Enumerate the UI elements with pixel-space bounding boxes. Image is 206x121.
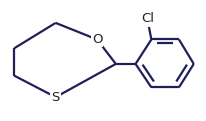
Text: O: O [91,33,102,46]
Text: S: S [51,91,60,104]
Text: Cl: Cl [140,12,153,26]
